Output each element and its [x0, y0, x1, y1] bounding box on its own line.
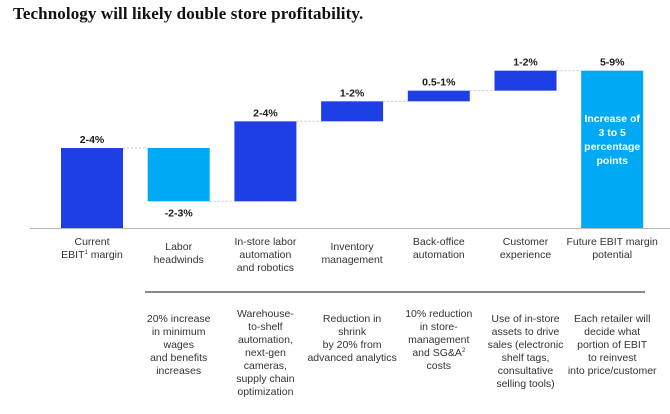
category-label: Current EBIT1 margin — [61, 236, 123, 261]
bar-value-label: 2-4% — [253, 107, 278, 119]
bar-2 — [234, 121, 297, 202]
bar-4 — [407, 90, 470, 102]
bar-6 — [581, 70, 644, 229]
category-label: Customer experience — [499, 236, 552, 261]
chart-title: Technology will likely double store prof… — [13, 4, 364, 23]
bar-value-label: 1-2% — [340, 87, 365, 99]
bar-3 — [321, 101, 384, 122]
bar-0 — [61, 148, 123, 228]
bar-value-label: 1-2% — [513, 57, 538, 69]
description-text: Warehouse-to-shelf automation, next-gen cam… — [236, 308, 295, 398]
category-label: Labor headwinds — [153, 241, 204, 266]
bar-5 — [494, 70, 557, 91]
description-text: 10% reduction in store-management and SG&A… — [405, 308, 473, 372]
description-text: Use of in-store assets to drive sales (ele… — [487, 313, 564, 390]
description-text: Each retailer will decide what portion of … — [567, 313, 657, 377]
description-text: 20% increase in minimum wages and benefits i… — [146, 313, 211, 377]
bar-value-label: 0.5-1% — [422, 77, 456, 89]
category-label: Back-office automation — [412, 236, 465, 261]
bar-value-label: 2-4% — [80, 134, 105, 146]
bar-value-label: 5-9% — [600, 57, 625, 69]
category-label: Inventory management — [321, 241, 383, 266]
category-label: In-store labor automation and robotics — [234, 236, 297, 274]
bar-value-label: -2-3% — [165, 207, 194, 219]
description-text: Reduction in shrink by 20% from advanced an… — [307, 313, 397, 364]
bar-1 — [147, 148, 210, 202]
increase-annotation: Increase of 3 to 5 percentage points — [584, 113, 641, 167]
category-label: Future EBIT margin potential — [566, 236, 658, 261]
